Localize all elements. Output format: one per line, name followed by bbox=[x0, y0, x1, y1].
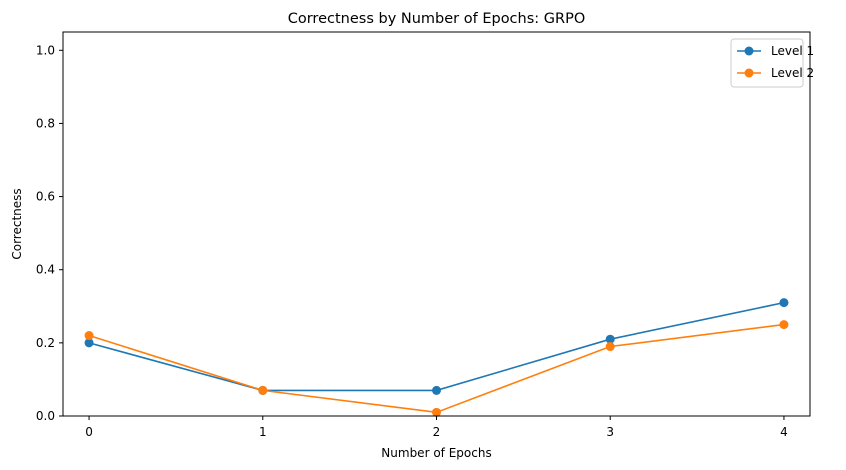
series-line bbox=[88, 301, 785, 392]
data-point bbox=[84, 338, 94, 348]
series-level-1 bbox=[84, 298, 789, 395]
series-line bbox=[88, 323, 785, 414]
y-axis-title: Correctness bbox=[10, 188, 24, 259]
data-point bbox=[432, 407, 441, 417]
data-point bbox=[432, 385, 441, 395]
legend-label: Level 1 bbox=[771, 44, 814, 58]
y-tick-label: 0.4 bbox=[36, 263, 55, 277]
data-point bbox=[84, 331, 94, 341]
x-axis: 0 1 2 3 4 bbox=[85, 416, 788, 439]
data-point bbox=[605, 342, 615, 352]
data-point bbox=[779, 320, 789, 330]
plot-frame bbox=[62, 31, 811, 417]
y-tick-label: 0.6 bbox=[36, 190, 55, 204]
x-tick-label: 3 bbox=[606, 425, 614, 439]
legend-swatch-marker bbox=[744, 46, 754, 56]
y-tick-label: 0.0 bbox=[36, 409, 55, 423]
y-tick-label: 1.0 bbox=[36, 43, 55, 57]
x-tick-label: 0 bbox=[85, 425, 93, 439]
y-axis: 0.0 0.2 0.4 0.6 0.8 1.0 bbox=[36, 43, 63, 423]
plot-area bbox=[84, 298, 789, 417]
data-point bbox=[258, 385, 268, 395]
legend-swatch-marker bbox=[744, 68, 754, 78]
y-tick-label: 0.8 bbox=[36, 116, 55, 130]
data-point bbox=[605, 334, 615, 344]
chart-title: Correctness by Number of Epochs: GRPO bbox=[288, 11, 586, 27]
data-point bbox=[779, 298, 789, 308]
x-axis-title: Number of Epochs bbox=[381, 446, 491, 460]
series-level-2 bbox=[84, 320, 789, 417]
x-tick-label: 1 bbox=[259, 425, 267, 439]
x-tick-label: 2 bbox=[433, 425, 441, 439]
legend-label: Level 2 bbox=[771, 66, 814, 80]
x-tick-label: 4 bbox=[780, 425, 788, 439]
legend: Level 1 Level 2 bbox=[730, 38, 814, 88]
y-tick-label: 0.2 bbox=[36, 336, 55, 350]
